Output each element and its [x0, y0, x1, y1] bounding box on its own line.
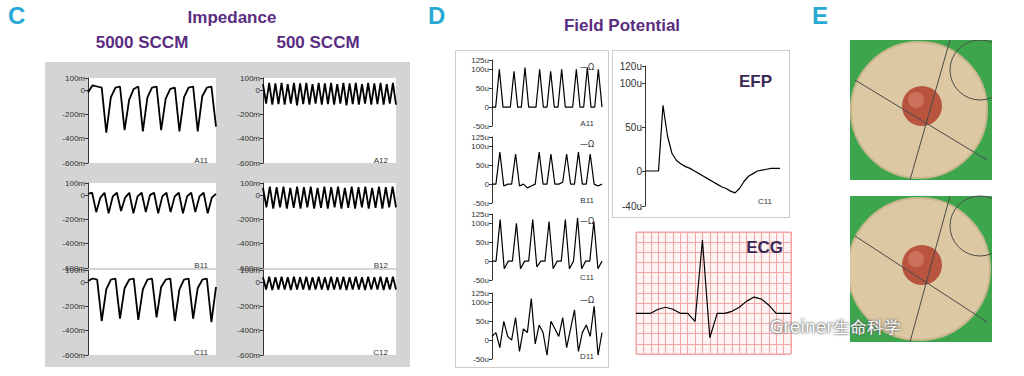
html-text:500 SCCM: 500 SCCM — [276, 33, 360, 52]
svg-text:A11: A11 — [194, 156, 208, 165]
svg-text:A11: A11 — [580, 119, 594, 128]
html-text:D: D — [428, 2, 446, 29]
svg-text:—Ω: —Ω — [580, 296, 594, 305]
svg-text:—Ω: —Ω — [580, 140, 594, 149]
html-text:Greiner生命科学: Greiner生命科学 — [770, 317, 902, 337]
svg-text:-200m: -200m — [62, 302, 85, 311]
svg-text:125u: 125u — [471, 289, 489, 298]
svg-text:-600m: -600m — [62, 351, 85, 360]
svg-text:0: 0 — [485, 336, 490, 345]
svg-text:-200m: -200m — [237, 302, 260, 311]
svg-text:-200m: -200m — [62, 110, 85, 119]
svg-text:—Ω: —Ω — [580, 63, 594, 72]
svg-text:-600m: -600m — [237, 159, 260, 168]
svg-text:D11: D11 — [580, 352, 595, 361]
svg-text:A12: A12 — [374, 156, 389, 165]
svg-text:-400m: -400m — [62, 134, 85, 143]
svg-text:-200m: -200m — [237, 110, 260, 119]
svg-text:125u: 125u — [471, 210, 489, 219]
svg-text:100m: 100m — [240, 74, 260, 83]
svg-text:C11: C11 — [758, 197, 773, 206]
svg-text:125u: 125u — [471, 56, 489, 65]
svg-text:-400m: -400m — [62, 326, 85, 335]
svg-text:-50u: -50u — [473, 276, 489, 285]
svg-text:0: 0 — [81, 278, 86, 287]
svg-text:-400m: -400m — [237, 134, 260, 143]
svg-text:0: 0 — [636, 166, 642, 177]
html-text:Impedance: Impedance — [187, 8, 277, 27]
svg-text:100u: 100u — [471, 142, 489, 151]
svg-text:C11: C11 — [580, 273, 595, 282]
html-text:5000 SCCM: 5000 SCCM — [95, 33, 189, 52]
svg-text:-50u: -50u — [473, 355, 489, 364]
svg-text:B11: B11 — [194, 261, 208, 270]
svg-text:0: 0 — [256, 278, 261, 287]
svg-text:0: 0 — [485, 180, 490, 189]
svg-text:0: 0 — [485, 257, 490, 266]
svg-text:100m: 100m — [65, 266, 85, 275]
svg-text:-200m: -200m — [237, 215, 260, 224]
svg-text:-600m: -600m — [62, 159, 85, 168]
svg-text:100m: 100m — [65, 74, 85, 83]
svg-text:-50u: -50u — [473, 199, 489, 208]
svg-text:-400m: -400m — [237, 239, 260, 248]
svg-text:50u: 50u — [476, 317, 489, 326]
svg-text:100u: 100u — [471, 219, 489, 228]
svg-text:100u: 100u — [471, 298, 489, 307]
svg-text:-400m: -400m — [237, 326, 260, 335]
svg-text:C11: C11 — [194, 348, 209, 357]
svg-text:—Ω: —Ω — [580, 217, 594, 226]
svg-text:0: 0 — [81, 191, 86, 200]
svg-text:50u: 50u — [476, 161, 489, 170]
svg-text:100u: 100u — [620, 78, 642, 89]
svg-text:50u: 50u — [476, 84, 489, 93]
svg-text:ECG: ECG — [746, 238, 783, 257]
svg-text:-200m: -200m — [62, 215, 85, 224]
html-text:Field Potential: Field Potential — [563, 16, 681, 35]
svg-text:100m: 100m — [240, 179, 260, 188]
svg-text:B12: B12 — [374, 261, 389, 270]
svg-text:125u: 125u — [471, 133, 489, 142]
svg-text:B11: B11 — [580, 196, 594, 205]
svg-text:100u: 100u — [471, 65, 489, 74]
svg-text:100m: 100m — [240, 266, 260, 275]
svg-text:C12: C12 — [373, 348, 388, 357]
svg-text:0: 0 — [256, 86, 261, 95]
svg-text:-40u: -40u — [622, 201, 642, 212]
svg-text:50u: 50u — [476, 238, 489, 247]
svg-text:-600m: -600m — [237, 351, 260, 360]
svg-text:50u: 50u — [625, 122, 642, 133]
svg-text:100m: 100m — [65, 179, 85, 188]
html-text:E: E — [812, 2, 828, 29]
svg-text:0: 0 — [256, 191, 261, 200]
svg-text:120u: 120u — [620, 61, 642, 72]
svg-text:0: 0 — [81, 86, 86, 95]
html-text:C: C — [8, 2, 26, 29]
svg-text:0: 0 — [485, 103, 490, 112]
svg-text:-50u: -50u — [473, 122, 489, 131]
svg-text:-400m: -400m — [62, 239, 85, 248]
svg-text:EFP: EFP — [739, 72, 772, 91]
